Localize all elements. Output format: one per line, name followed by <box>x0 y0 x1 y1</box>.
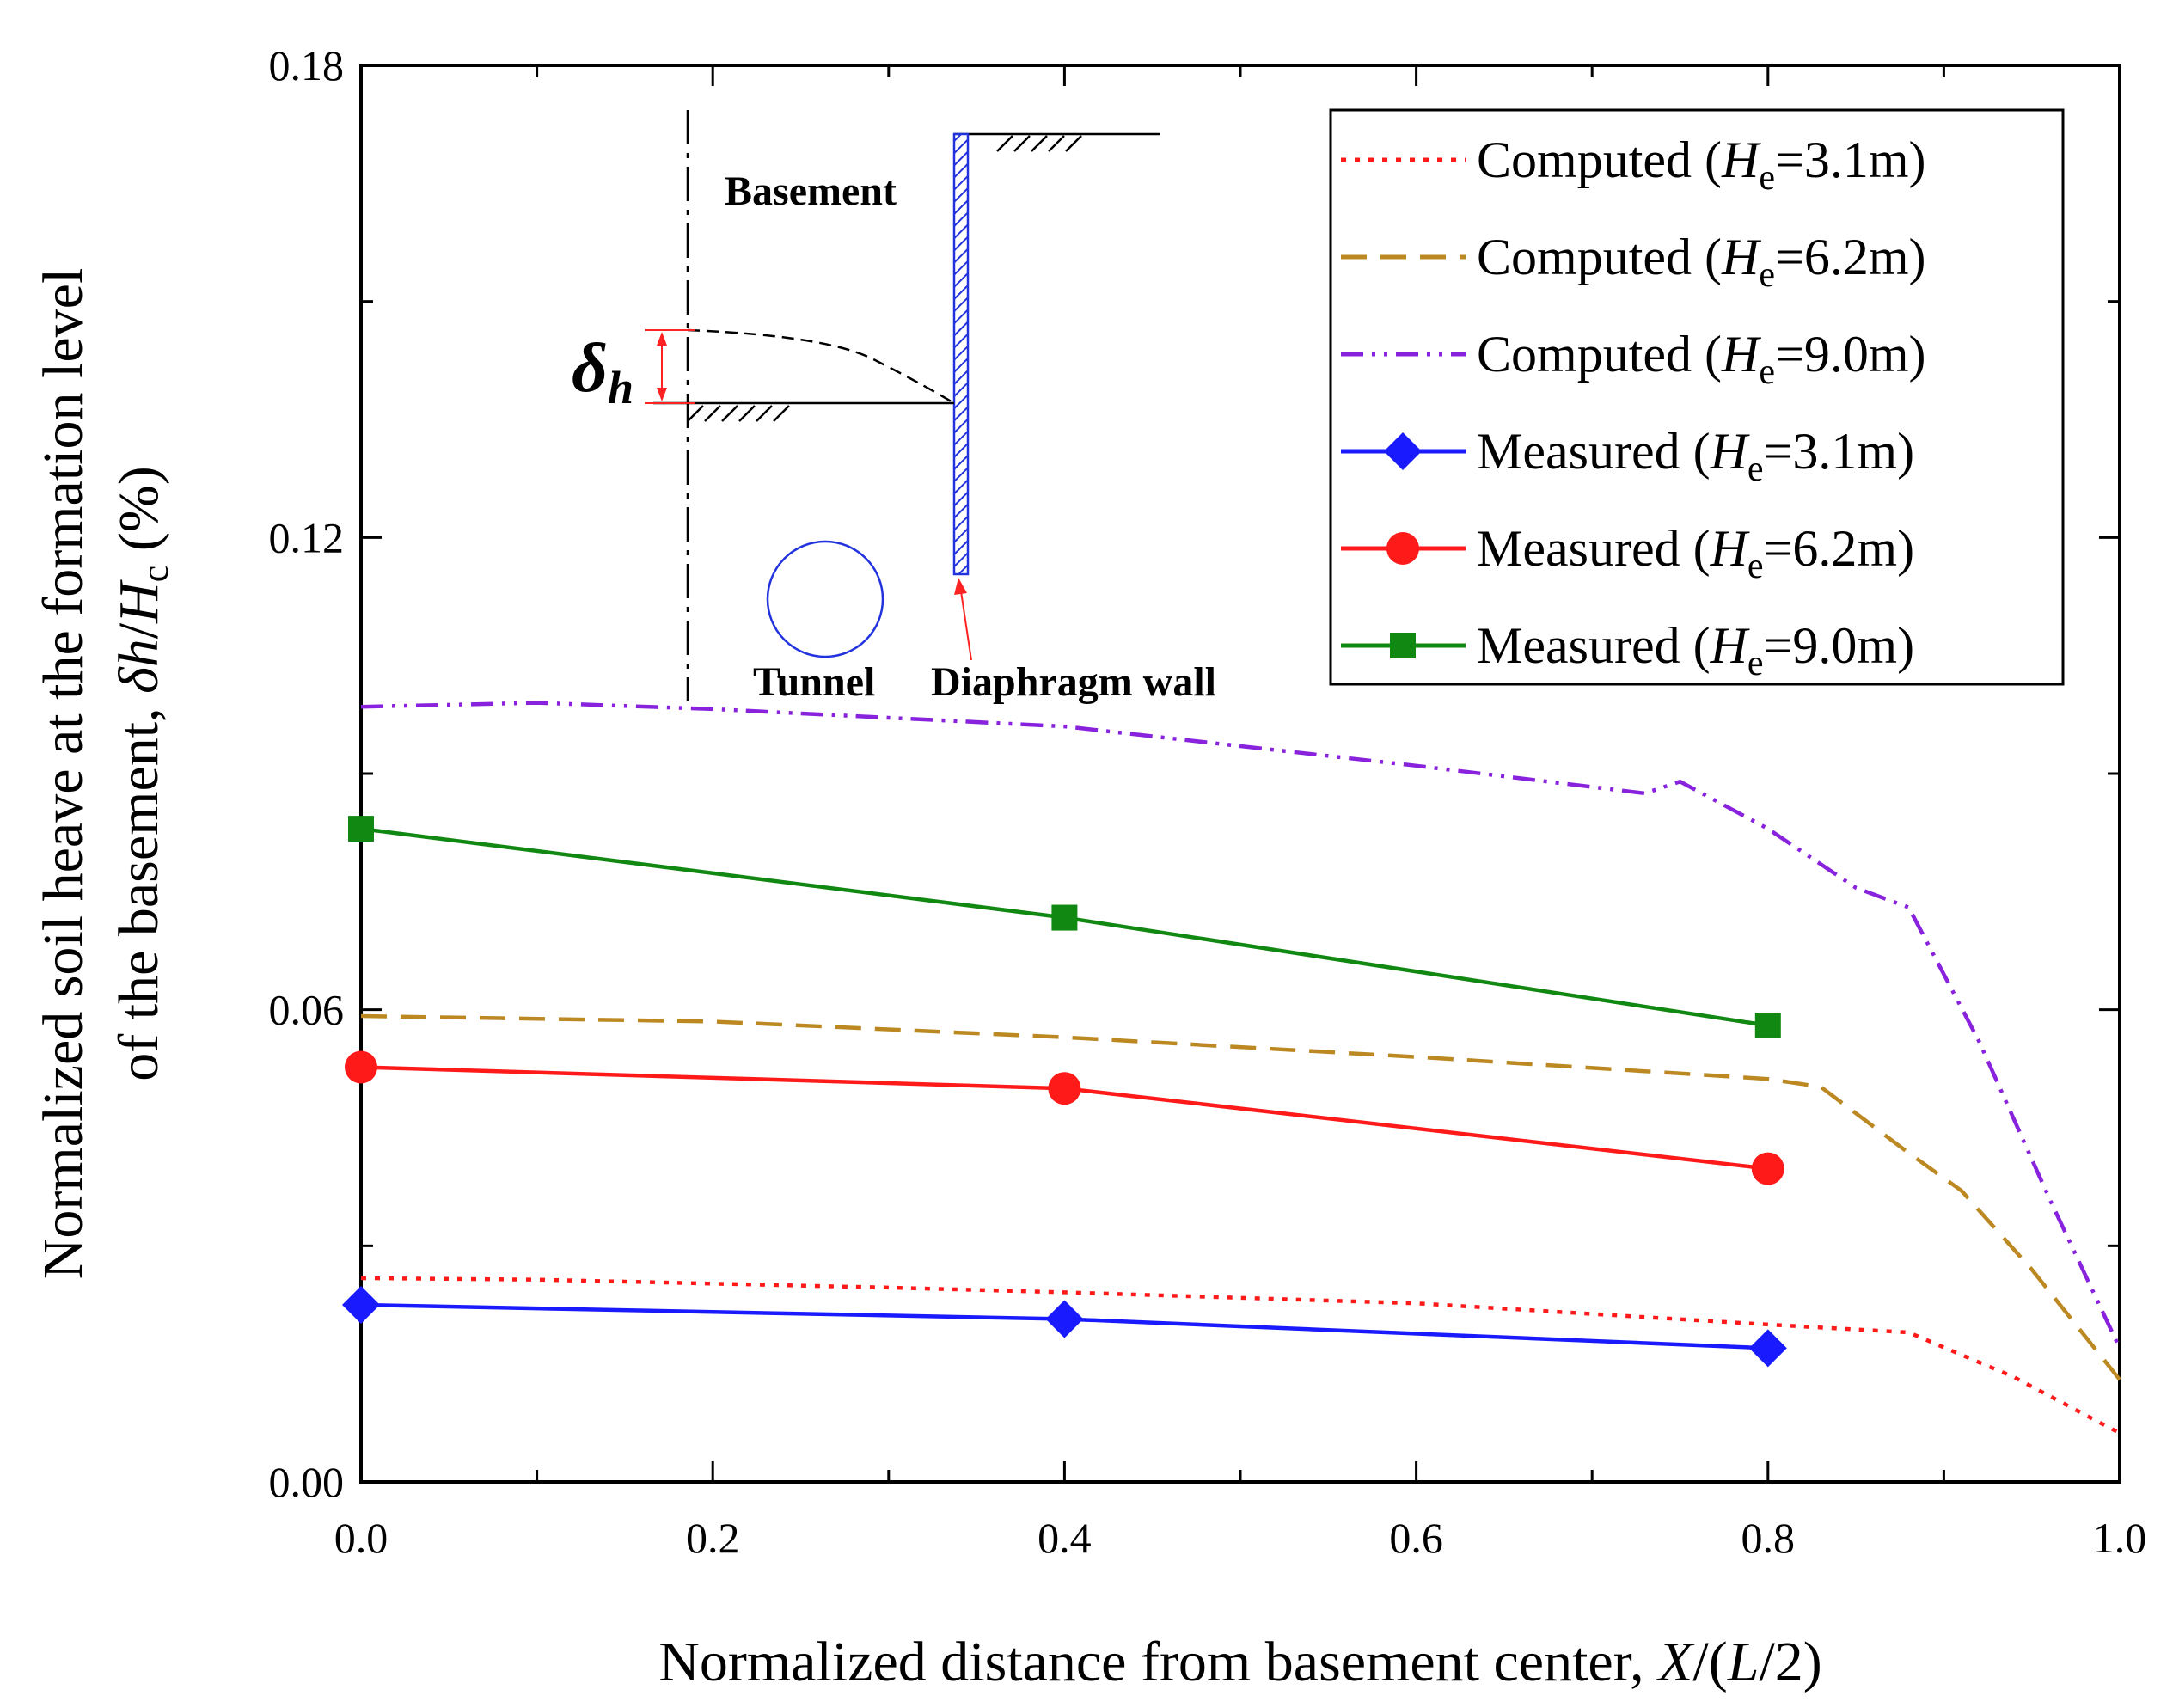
x-tick-label: 0.4 <box>1037 1514 1092 1562</box>
y-tick-label: 0.18 <box>269 41 345 89</box>
x-tick-label: 1.0 <box>2093 1514 2147 1562</box>
inset-diaphragm-wall <box>952 132 970 576</box>
data-series <box>360 701 2121 1436</box>
legend-label: Computed (He=6.2m) <box>1477 229 1925 295</box>
x-tick-label: 0.8 <box>1741 1514 1796 1562</box>
data-point <box>1754 1012 1781 1038</box>
data-point <box>1748 1329 1787 1368</box>
inset-delta-arrow-head-up <box>657 332 667 346</box>
legend-marker <box>1384 432 1422 470</box>
legend-label: Measured (He=6.2m) <box>1477 520 1914 586</box>
y-axis-title-line2: of the basement, δh/Hc (%) <box>107 466 176 1081</box>
legend: Computed (He=3.1m) Computed (He=6.2m) Comp… <box>1329 108 2065 686</box>
y-tick-label: 0.12 <box>269 513 345 561</box>
legend-label: Measured (He=3.1m) <box>1477 423 1914 489</box>
inset-tunnel-label: Tunnel <box>753 659 875 705</box>
axis-tick-labels: 0.0 0.2 0.4 0.6 0.8 1.0 0.00 0.06 0.12 0.18 <box>269 41 2147 1562</box>
legend-marker <box>1390 633 1416 658</box>
x-tick-label: 0.6 <box>1389 1514 1443 1562</box>
axis-ticks <box>359 64 2121 1484</box>
data-point <box>1051 904 1078 931</box>
x-tick-label: 0.2 <box>686 1514 740 1562</box>
inset-ground-hatch-top <box>996 135 1082 152</box>
inset-heave-curve <box>687 328 955 405</box>
data-point <box>342 1286 380 1324</box>
legend-label: Computed (He=9.0m) <box>1477 326 1925 392</box>
y-tick-label: 0.00 <box>269 1458 345 1506</box>
legend-box <box>1329 108 2065 686</box>
y-axis-title-line1: Normalized soil heave at the formation l… <box>32 268 95 1280</box>
inset-diagram: δh Basement Tunnel Diaphragm wall <box>572 110 1216 705</box>
inset-delta-label: δh <box>572 328 634 413</box>
legend-label: Measured (He=9.0m) <box>1477 617 1914 683</box>
x-axis-title: Normalized distance from basement center… <box>658 1631 1822 1693</box>
inset-wall-label: Diaphragm wall <box>931 659 1216 705</box>
series-line-3 <box>360 701 2121 1350</box>
data-markers <box>342 816 1787 1368</box>
inset-delta-arrow-head-down <box>657 388 667 401</box>
data-point <box>1751 1152 1784 1185</box>
data-point <box>1045 1300 1084 1338</box>
data-point <box>1048 1072 1081 1105</box>
data-point <box>345 1050 377 1084</box>
inset-wall-pointer <box>960 591 972 661</box>
inset-wall-pointer-head <box>954 578 967 595</box>
inset-ground-hatch-bottom <box>687 405 790 422</box>
legend-marker <box>1386 532 1419 565</box>
series-line-1 <box>360 1276 2121 1436</box>
x-tick-label: 0.0 <box>334 1514 389 1562</box>
series-line-2 <box>360 1013 2121 1381</box>
data-point <box>348 816 374 842</box>
inset-basement-label: Basement <box>725 168 897 214</box>
inset-tunnel-circle <box>766 540 884 658</box>
y-tick-label: 0.06 <box>269 986 345 1034</box>
legend-label: Computed (He=3.1m) <box>1477 132 1925 198</box>
